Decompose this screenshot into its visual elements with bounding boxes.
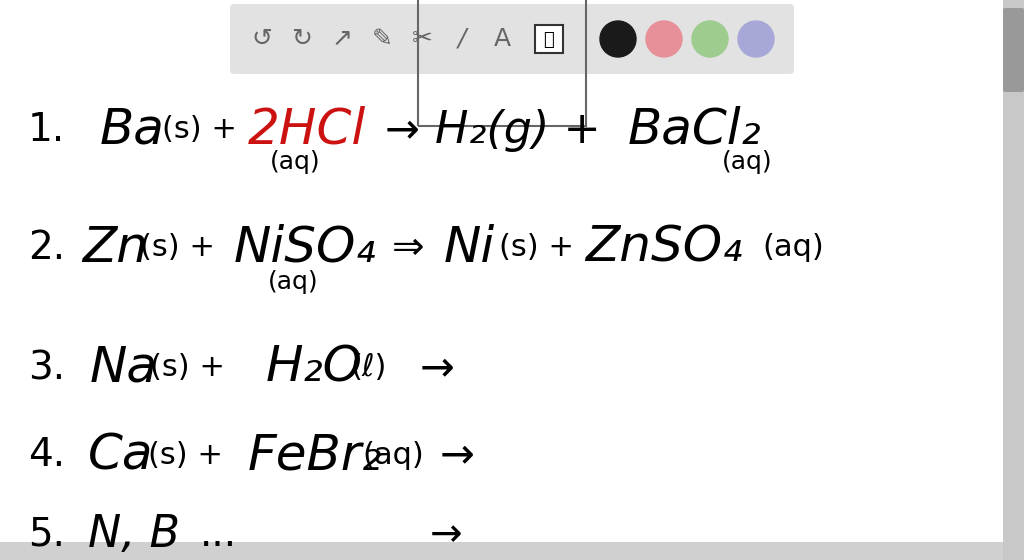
Text: 🏔: 🏔	[544, 31, 554, 49]
Text: 5.: 5.	[28, 516, 65, 554]
Text: 2HCl: 2HCl	[248, 106, 367, 154]
Text: H₂O: H₂O	[266, 344, 362, 392]
Text: →: →	[385, 109, 420, 151]
Text: 2.: 2.	[28, 229, 66, 267]
Text: →: →	[430, 516, 463, 554]
Text: (s) +: (s) +	[499, 234, 574, 263]
Text: ✂: ✂	[412, 27, 432, 51]
Text: (s) +: (s) +	[140, 234, 215, 263]
Text: ZnSO₄: ZnSO₄	[585, 224, 742, 272]
Text: /: /	[458, 27, 466, 51]
Text: (aq): (aq)	[762, 234, 823, 263]
Circle shape	[692, 21, 728, 57]
Circle shape	[600, 21, 636, 57]
Text: ✎: ✎	[372, 27, 392, 51]
Circle shape	[738, 21, 774, 57]
Text: (aq): (aq)	[722, 150, 773, 174]
Bar	[1002, 0, 1024, 560]
Text: ↗: ↗	[332, 27, 352, 51]
Text: H₂(g) +: H₂(g) +	[435, 109, 601, 152]
Text: 1.: 1.	[28, 111, 66, 149]
FancyBboxPatch shape	[1002, 8, 1024, 92]
FancyBboxPatch shape	[230, 4, 794, 74]
Text: Ni: Ni	[444, 224, 496, 272]
Bar	[0, 542, 1002, 560]
Text: ↺: ↺	[252, 27, 272, 51]
Text: (s) +: (s) +	[162, 115, 237, 144]
Text: (aq): (aq)	[362, 441, 424, 469]
Text: →: →	[420, 347, 455, 389]
Text: (aq): (aq)	[270, 150, 321, 174]
Text: A: A	[494, 27, 511, 51]
Text: 4.: 4.	[28, 436, 66, 474]
Text: Ba: Ba	[100, 106, 165, 154]
Text: N, B: N, B	[88, 514, 180, 557]
Text: Zn: Zn	[82, 224, 148, 272]
Text: 3.: 3.	[28, 349, 66, 387]
Text: Na: Na	[90, 344, 158, 392]
Text: NiSO₄: NiSO₄	[234, 224, 377, 272]
Text: ...: ...	[200, 516, 238, 554]
Text: (ℓ): (ℓ)	[350, 353, 386, 382]
Text: ⇒: ⇒	[392, 229, 425, 267]
Text: →: →	[440, 434, 475, 476]
Text: Ca: Ca	[88, 431, 154, 479]
FancyBboxPatch shape	[535, 25, 563, 53]
Text: ↻: ↻	[292, 27, 312, 51]
Text: (s) +: (s) +	[148, 441, 223, 469]
Text: (s) +: (s) +	[150, 353, 225, 382]
Text: BaCl₂: BaCl₂	[628, 106, 762, 154]
Text: FeBr₂: FeBr₂	[248, 431, 382, 479]
Circle shape	[646, 21, 682, 57]
Text: (aq): (aq)	[268, 270, 318, 294]
